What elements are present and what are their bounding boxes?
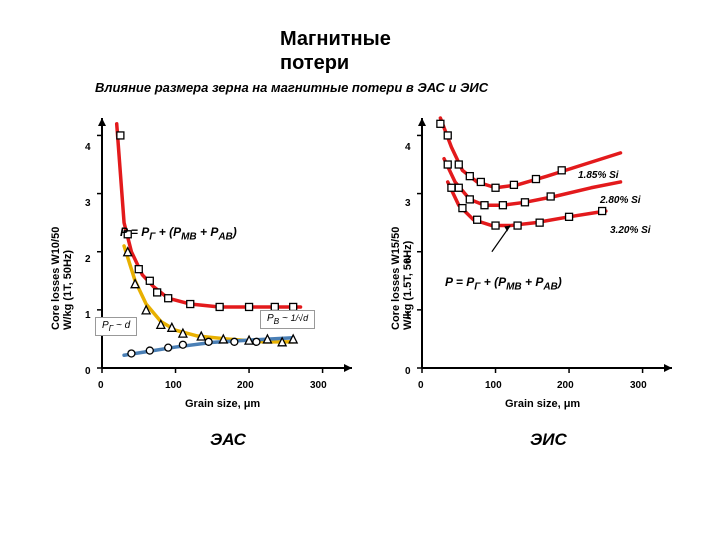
lty0: 0 — [85, 366, 91, 377]
rtx0: 0 — [418, 380, 424, 391]
ltx3: 300 — [310, 380, 327, 391]
si-320: 3.20% Si — [610, 225, 651, 236]
rty0: 0 — [405, 366, 411, 377]
ltx1: 100 — [165, 380, 182, 391]
right-y-label: Core losses W15/50 W/kg (1.5T, 50Hz) — [390, 130, 414, 330]
left-chart — [90, 110, 360, 380]
rtx3: 300 — [630, 380, 647, 391]
right-chart — [410, 110, 680, 380]
rty1: 1 — [405, 310, 411, 321]
left-chart-svg — [90, 110, 360, 380]
lty4: 4 — [85, 142, 91, 153]
right-chart-svg — [410, 110, 680, 380]
rtx1: 100 — [485, 380, 502, 391]
page-title-2: потери — [280, 52, 349, 75]
left-y-label: Core losses W10/50 W/kg (1T, 50Hz) — [50, 130, 74, 330]
rty3: 3 — [405, 198, 411, 209]
si-185: 1.85% Si — [578, 170, 619, 181]
ltx0: 0 — [98, 380, 104, 391]
lty1: 1 — [85, 310, 91, 321]
si-280: 2.80% Si — [600, 195, 641, 206]
left-formula: P = PГ + (PМВ + PАВ) — [120, 225, 280, 242]
subtitle: Влияние размера зерна на магнитные потер… — [95, 80, 488, 95]
right-x-label: Grain size, μm — [505, 398, 580, 410]
rty2: 2 — [405, 254, 411, 265]
rtx2: 200 — [557, 380, 574, 391]
left-footer: ЭАС — [210, 430, 246, 450]
right-footer: ЭИС — [530, 430, 567, 450]
formula-box-2: PВ ~ 1/√d — [260, 310, 315, 329]
lty2: 2 — [85, 254, 91, 265]
right-formula: P = PГ + (PМВ + PАВ) — [445, 275, 605, 292]
formula-box-1: PГ ~ d — [95, 317, 137, 336]
left-x-label: Grain size, μm — [185, 398, 260, 410]
lty3: 3 — [85, 198, 91, 209]
ltx2: 200 — [237, 380, 254, 391]
rty4: 4 — [405, 142, 411, 153]
page-title: Магнитные — [280, 28, 391, 51]
